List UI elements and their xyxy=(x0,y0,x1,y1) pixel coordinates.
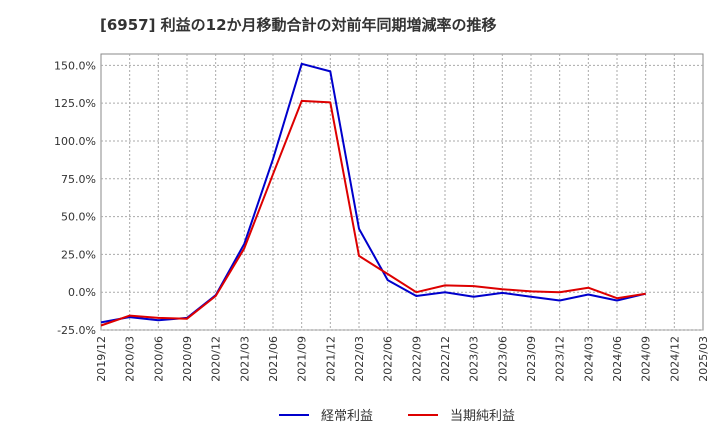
y-tick-label: -25.0% xyxy=(57,324,96,337)
x-tick-label: 2020/09 xyxy=(181,336,194,382)
x-tick-label: 2021/12 xyxy=(324,336,337,382)
x-tick-label: 2022/03 xyxy=(353,336,366,382)
x-tick-label: 2020/12 xyxy=(210,336,223,382)
x-tick-label: 2023/12 xyxy=(554,336,567,382)
x-tick-label: 2021/03 xyxy=(238,336,251,382)
legend-label-2: 当期純利益 xyxy=(450,409,515,424)
y-tick-label: 125.0% xyxy=(54,97,96,110)
series-line-2 xyxy=(100,99,646,327)
x-tick-label: 2023/09 xyxy=(525,336,538,382)
x-tick-label: 2022/06 xyxy=(382,336,395,382)
x-tick-label: 2021/09 xyxy=(296,336,309,382)
chart-title: [6957] 利益の12か月移動合計の対前年同期増減率の推移 xyxy=(100,16,497,34)
x-tick-label: 2023/03 xyxy=(468,336,481,382)
x-tick-label: 2022/09 xyxy=(410,336,423,382)
y-tick-label: 100.0% xyxy=(54,135,96,148)
x-tick-label: 2024/12 xyxy=(668,336,681,382)
x-tick-label: 2023/06 xyxy=(496,336,509,382)
x-tick-label: 2020/06 xyxy=(152,336,165,382)
legend: 経常利益 当期純利益 xyxy=(279,409,515,424)
y-tick-label: 75.0% xyxy=(61,173,96,186)
x-tick-label: 2024/03 xyxy=(582,336,595,382)
x-tick-label: 2025/03 xyxy=(697,336,710,382)
legend-label-1: 経常利益 xyxy=(321,409,373,424)
x-tick-label: 2024/09 xyxy=(640,336,653,382)
y-tick-label: 25.0% xyxy=(61,248,96,261)
x-tick-label: 2021/06 xyxy=(267,336,280,382)
y-tick-label: 50.0% xyxy=(61,211,96,224)
y-tick-label: 0.0% xyxy=(68,286,96,299)
x-tick-label: 2019/12 xyxy=(95,336,108,382)
y-tick-label: 150.0% xyxy=(54,59,96,72)
x-tick-label: 2024/06 xyxy=(611,336,624,382)
x-tick-label: 2020/03 xyxy=(124,336,137,382)
plot-area: 2019/12 2020/03 2020/06 2020/09 2020/12 2021/… xyxy=(54,53,710,382)
x-tick-label: 2022/12 xyxy=(439,336,452,382)
